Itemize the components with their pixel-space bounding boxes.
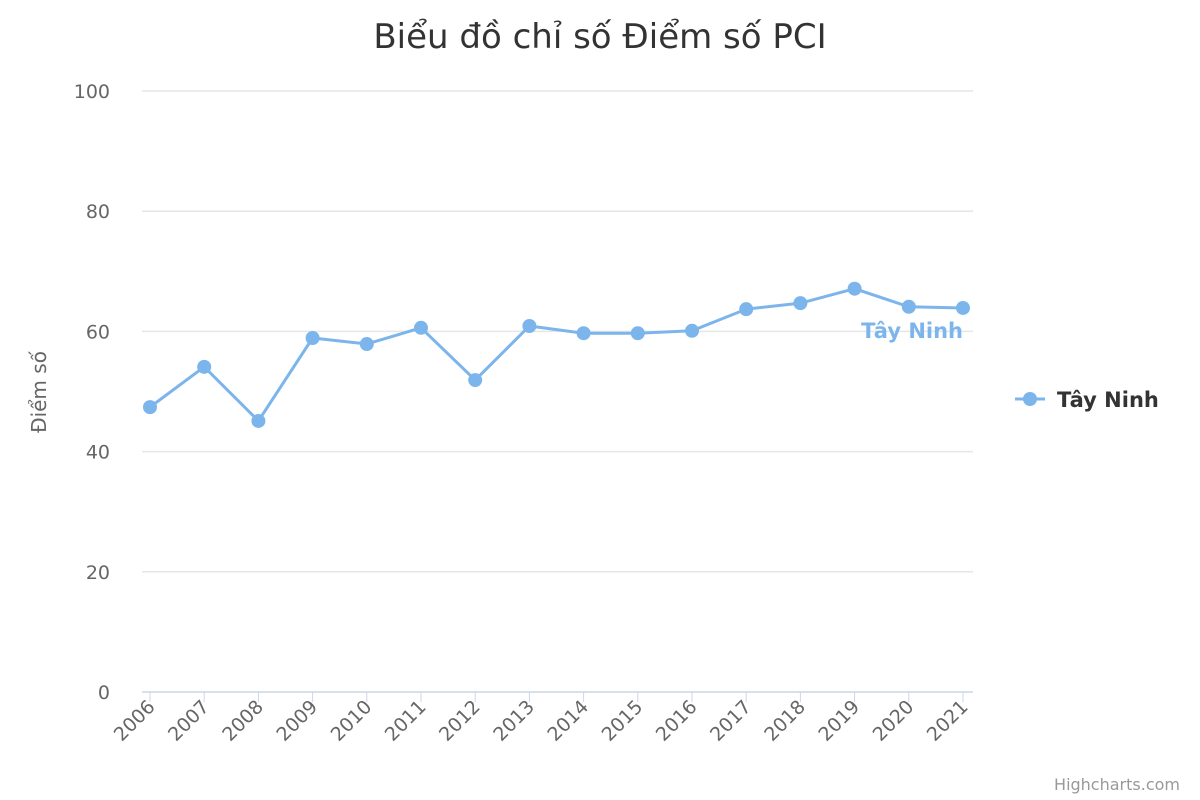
x-tick-label: 2013	[489, 696, 539, 746]
data-point[interactable]	[305, 331, 320, 346]
series-line	[149, 287, 964, 424]
y-tick-label: 40	[86, 442, 110, 464]
x-tick-label: 2006	[110, 696, 160, 746]
data-point[interactable]	[956, 300, 970, 315]
data-point[interactable]	[630, 326, 645, 341]
x-tick-label: 2012	[435, 696, 485, 746]
data-point[interactable]	[468, 373, 483, 388]
x-tick-label: 2014	[543, 696, 593, 746]
data-point[interactable]	[359, 337, 374, 352]
data-point[interactable]	[414, 320, 428, 335]
data-point[interactable]	[522, 318, 537, 333]
x-tick-label: 2019	[814, 696, 864, 746]
data-point[interactable]	[901, 299, 916, 314]
x-tick-label: 2021	[923, 696, 973, 746]
y-tick-label: 100	[74, 81, 110, 103]
x-tick-label: 2020	[869, 696, 919, 746]
y-tick-label: 60	[86, 321, 110, 343]
x-tick-label: 2010	[327, 696, 377, 746]
data-point[interactable]	[251, 413, 266, 428]
x-tick-label: 2017	[706, 696, 756, 746]
legend-label: Tây Ninh	[1057, 388, 1159, 412]
data-point[interactable]	[576, 326, 591, 341]
y-axis-label: Điểm số	[27, 350, 51, 433]
x-tick-label: 2016	[652, 696, 702, 746]
data-point[interactable]	[685, 323, 699, 338]
x-tick-label: 2011	[381, 696, 431, 746]
data-point[interactable]	[739, 302, 754, 317]
chart-title: Biểu đồ chỉ số Điểm số PCI	[373, 17, 826, 57]
y-tick-label: 80	[86, 201, 110, 223]
x-tick-label: 2008	[218, 696, 268, 746]
legend-item[interactable]: Tây Ninh	[1015, 388, 1159, 412]
data-point[interactable]	[847, 281, 862, 296]
x-tick-label: 2015	[598, 696, 648, 746]
series-label: Tây Ninh	[861, 319, 963, 343]
data-point[interactable]	[143, 400, 157, 415]
x-tick-label: 2009	[272, 696, 322, 746]
y-tick-label: 0	[98, 682, 110, 704]
x-tick-label: 2018	[760, 696, 810, 746]
data-point[interactable]	[793, 296, 808, 311]
data-point[interactable]	[197, 359, 212, 374]
credits-link[interactable]: Highcharts.com	[1054, 775, 1180, 794]
x-tick-label: 2007	[164, 696, 214, 746]
legend-marker-icon	[1023, 392, 1037, 406]
y-tick-label: 20	[86, 562, 110, 584]
